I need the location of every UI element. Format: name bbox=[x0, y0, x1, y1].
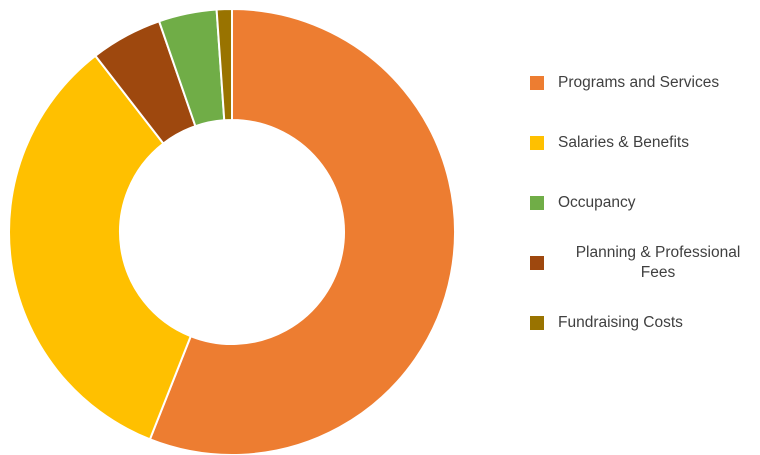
legend-item-programs-and-services: Programs and Services bbox=[530, 73, 758, 93]
legend-swatch bbox=[530, 256, 544, 270]
slice-salaries-and-benefits bbox=[8, 54, 193, 441]
legend-swatch bbox=[530, 196, 544, 210]
legend-label: Occupancy bbox=[558, 194, 636, 211]
donut-chart bbox=[8, 7, 456, 455]
legend-label: Salaries & Benefits bbox=[558, 134, 689, 151]
slice-fundraising-costs bbox=[215, 7, 233, 122]
legend-item-salaries-and-benefits: Salaries & Benefits bbox=[530, 133, 758, 153]
legend-label: Programs and Services bbox=[558, 74, 720, 91]
legend-item-fundraising-costs: Fundraising Costs bbox=[530, 313, 758, 333]
legend-label: Fundraising Costs bbox=[558, 314, 683, 331]
legend-swatch bbox=[530, 316, 544, 330]
legend-label: Planning & Professional Fees bbox=[575, 244, 741, 281]
legend-swatch bbox=[530, 136, 544, 150]
legend-swatch bbox=[530, 76, 544, 90]
legend-item-planning-and-professional-fees: Planning & Professional Fees bbox=[530, 243, 758, 283]
chart-legend: Programs and Services Salaries & Benefit… bbox=[530, 0, 758, 455]
legend-item-occupancy: Occupancy bbox=[530, 193, 758, 213]
